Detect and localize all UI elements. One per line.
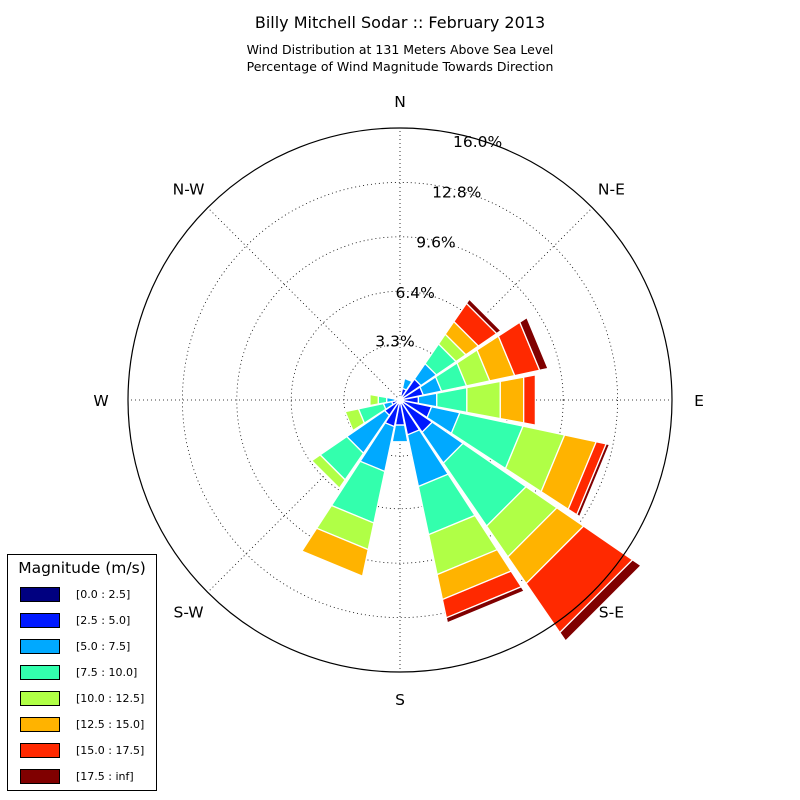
- direction-label: S-E: [599, 603, 624, 621]
- wind-bar-segment: [398, 397, 401, 401]
- grid-ring: [236, 236, 564, 564]
- wind-bar-segment: [344, 408, 366, 432]
- radial-tick-label: 12.8%: [432, 183, 481, 201]
- legend: Magnitude (m/s) [0.0 : 2.5] [2.5 : 5.0] [5…: [7, 554, 157, 791]
- legend-swatch: [20, 587, 60, 602]
- grid-ring: [181, 181, 619, 619]
- wind-sector-bars: [300, 298, 642, 642]
- grid-spoke: [207, 399, 401, 593]
- legend-swatch: [20, 717, 60, 732]
- grid-spoke: [399, 207, 593, 401]
- wind-bar-segment: [523, 374, 537, 426]
- wind-bar-segment: [385, 396, 396, 404]
- wind-bar-segment: [377, 395, 388, 405]
- legend-swatch: [20, 639, 60, 654]
- wind-bar-segment: [369, 393, 379, 407]
- radial-tick-labels: 3.3% 6.4% 9.6% 12.8% 16.0%: [375, 133, 502, 350]
- radial-tick-label: 3.3%: [375, 332, 414, 350]
- wind-bar-segment: [575, 443, 611, 518]
- legend-label: [17.5 : inf]: [76, 770, 134, 783]
- wind-bar-segment: [445, 585, 526, 624]
- legend-label: [15.0 : 17.5]: [76, 744, 145, 757]
- wind-bar-segment: [466, 380, 501, 420]
- wind-bar-segment: [558, 558, 642, 642]
- radial-tick-label: 16.0%: [453, 133, 502, 151]
- legend-label: [7.5 : 10.0]: [76, 666, 138, 679]
- direction-label: E: [694, 392, 704, 410]
- grid-spoke: [207, 207, 401, 401]
- wind-bar-segment: [300, 527, 369, 578]
- legend-swatch: [20, 613, 60, 628]
- legend-swatch: [20, 743, 60, 758]
- legend-swatch: [20, 691, 60, 706]
- radial-tick-label: 6.4%: [395, 284, 434, 302]
- direction-labels: N N-E E S-E S S-W W N-W: [93, 93, 704, 709]
- direction-label: N-E: [598, 181, 625, 199]
- direction-label: W: [93, 392, 108, 410]
- wind-bar-segment: [391, 424, 409, 443]
- legend-title: Magnitude (m/s): [18, 559, 146, 577]
- legend-label: [0.0 : 2.5]: [76, 588, 131, 601]
- legend-label: [2.5 : 5.0]: [76, 614, 131, 627]
- legend-swatch: [20, 665, 60, 680]
- wind-bar-segment: [310, 454, 346, 490]
- chart-subtitle-line1: Wind Distribution at 131 Meters Above Se…: [247, 42, 554, 57]
- direction-label: N: [394, 93, 406, 111]
- legend-swatch: [20, 769, 60, 784]
- legend-label: [5.0 : 7.5]: [76, 640, 131, 653]
- chart-title: Billy Mitchell Sodar :: February 2013: [255, 13, 545, 32]
- direction-label: N-W: [173, 181, 205, 199]
- legend-label: [10.0 : 12.5]: [76, 692, 145, 705]
- wind-bar-segment: [499, 376, 525, 424]
- direction-label: S: [395, 691, 405, 709]
- direction-label: S-W: [174, 603, 204, 621]
- chart-subtitle-line2: Percentage of Wind Magnitude Towards Dir…: [247, 59, 554, 74]
- wind-bar-segment: [518, 316, 549, 372]
- radial-tick-label: 9.6%: [416, 234, 455, 252]
- polar-frame: [127, 127, 673, 673]
- legend-label: [12.5 : 15.0]: [76, 718, 145, 731]
- wind-bar-segment: [465, 298, 502, 335]
